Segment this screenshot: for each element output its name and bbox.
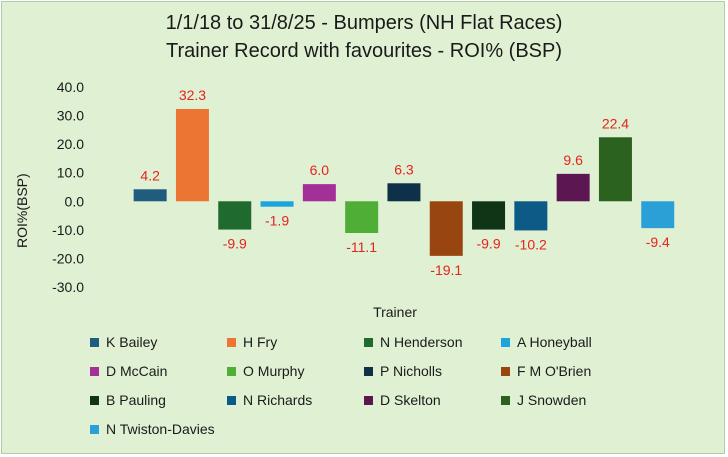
data-label: -9.4 [646,234,670,250]
data-label: 22.4 [602,115,629,131]
chart-title: 1/1/18 to 31/8/25 - Bumpers (NH Flat Rac… [165,12,563,34]
y-tick-label: 0.0 [65,193,85,209]
legend-label: A Honeyball [517,334,592,350]
data-label: -9.9 [476,236,500,252]
y-tick-label: -10.0 [52,222,84,238]
y-tick-label: -30.0 [52,279,84,295]
legend-swatch [501,337,510,347]
legend-label: O Murphy [243,363,305,379]
chart-subtitle: Trainer Record with favourites - ROI% (B… [165,40,563,62]
legend-label: H Fry [243,334,278,350]
legend-item: N Richards [227,392,312,408]
legend-label: B Pauling [106,392,166,408]
legend-label: F M O'Brien [517,363,592,379]
data-label: -10.2 [515,236,547,252]
data-label: 32.3 [179,87,206,103]
legend-swatch [90,424,99,434]
legend-swatch [364,366,373,376]
legend-label: N Henderson [380,334,463,350]
bar [472,201,506,230]
legend-label: D McCain [106,363,168,379]
y-tick-label: -20.0 [52,250,84,266]
data-label: -1.9 [265,213,289,229]
legend-label: J Snowden [517,392,587,408]
legend-swatch [501,366,510,376]
legend-item: K Bailey [90,334,157,350]
legend-label: K Bailey [106,334,158,350]
legend-label: N Richards [243,392,313,408]
legend-item: D McCain [90,363,167,379]
data-label: 6.0 [310,162,330,178]
bar [260,201,294,207]
legend-label: N Twiston-Davies [106,421,215,437]
data-label: 9.6 [563,152,583,168]
legend-item: O Murphy [227,363,304,379]
legend-swatch [364,337,373,347]
bar [218,201,252,230]
legend-item: J Snowden [501,392,586,408]
legend-swatch [227,337,236,347]
bar [302,184,336,202]
legend-label: P Nicholls [380,363,442,379]
bar [556,173,590,202]
bar [175,109,209,202]
legend-swatch [227,366,236,376]
y-axis-label: ROI%(BSP) [14,173,30,248]
bar [598,137,632,202]
legend-swatch [90,337,99,347]
legend-label: D Skelton [380,392,441,408]
bar [429,201,463,256]
y-tick-label: 30.0 [57,108,84,124]
data-label: 4.2 [140,167,160,183]
legend-item: P Nicholls [364,363,442,379]
data-label: 6.3 [394,161,414,177]
bar [387,183,421,202]
y-tick-label: 20.0 [57,136,84,152]
legend-item: N Henderson [364,334,463,350]
data-label: -9.9 [223,236,247,252]
legend-item: B Pauling [90,392,166,408]
legend-swatch [364,395,373,405]
y-tick-label: 10.0 [57,165,84,181]
legend-swatch [501,395,510,405]
legend-item: F M O'Brien [501,363,591,379]
legend-swatch [90,366,99,376]
legend-swatch [90,395,99,405]
legend-item: D Skelton [364,392,441,408]
legend-item: A Honeyball [501,334,592,350]
bar [514,201,548,231]
x-axis-label: Trainer [373,304,417,320]
bar [345,201,379,233]
y-tick-label: 40.0 [57,79,84,95]
legend-swatch [227,395,236,405]
legend-item: H Fry [227,334,277,350]
bar [133,189,167,202]
data-label: -11.1 [346,239,377,255]
data-label: -19.1 [430,262,462,278]
bar [641,201,675,229]
legend-item: N Twiston-Davies [90,421,215,437]
